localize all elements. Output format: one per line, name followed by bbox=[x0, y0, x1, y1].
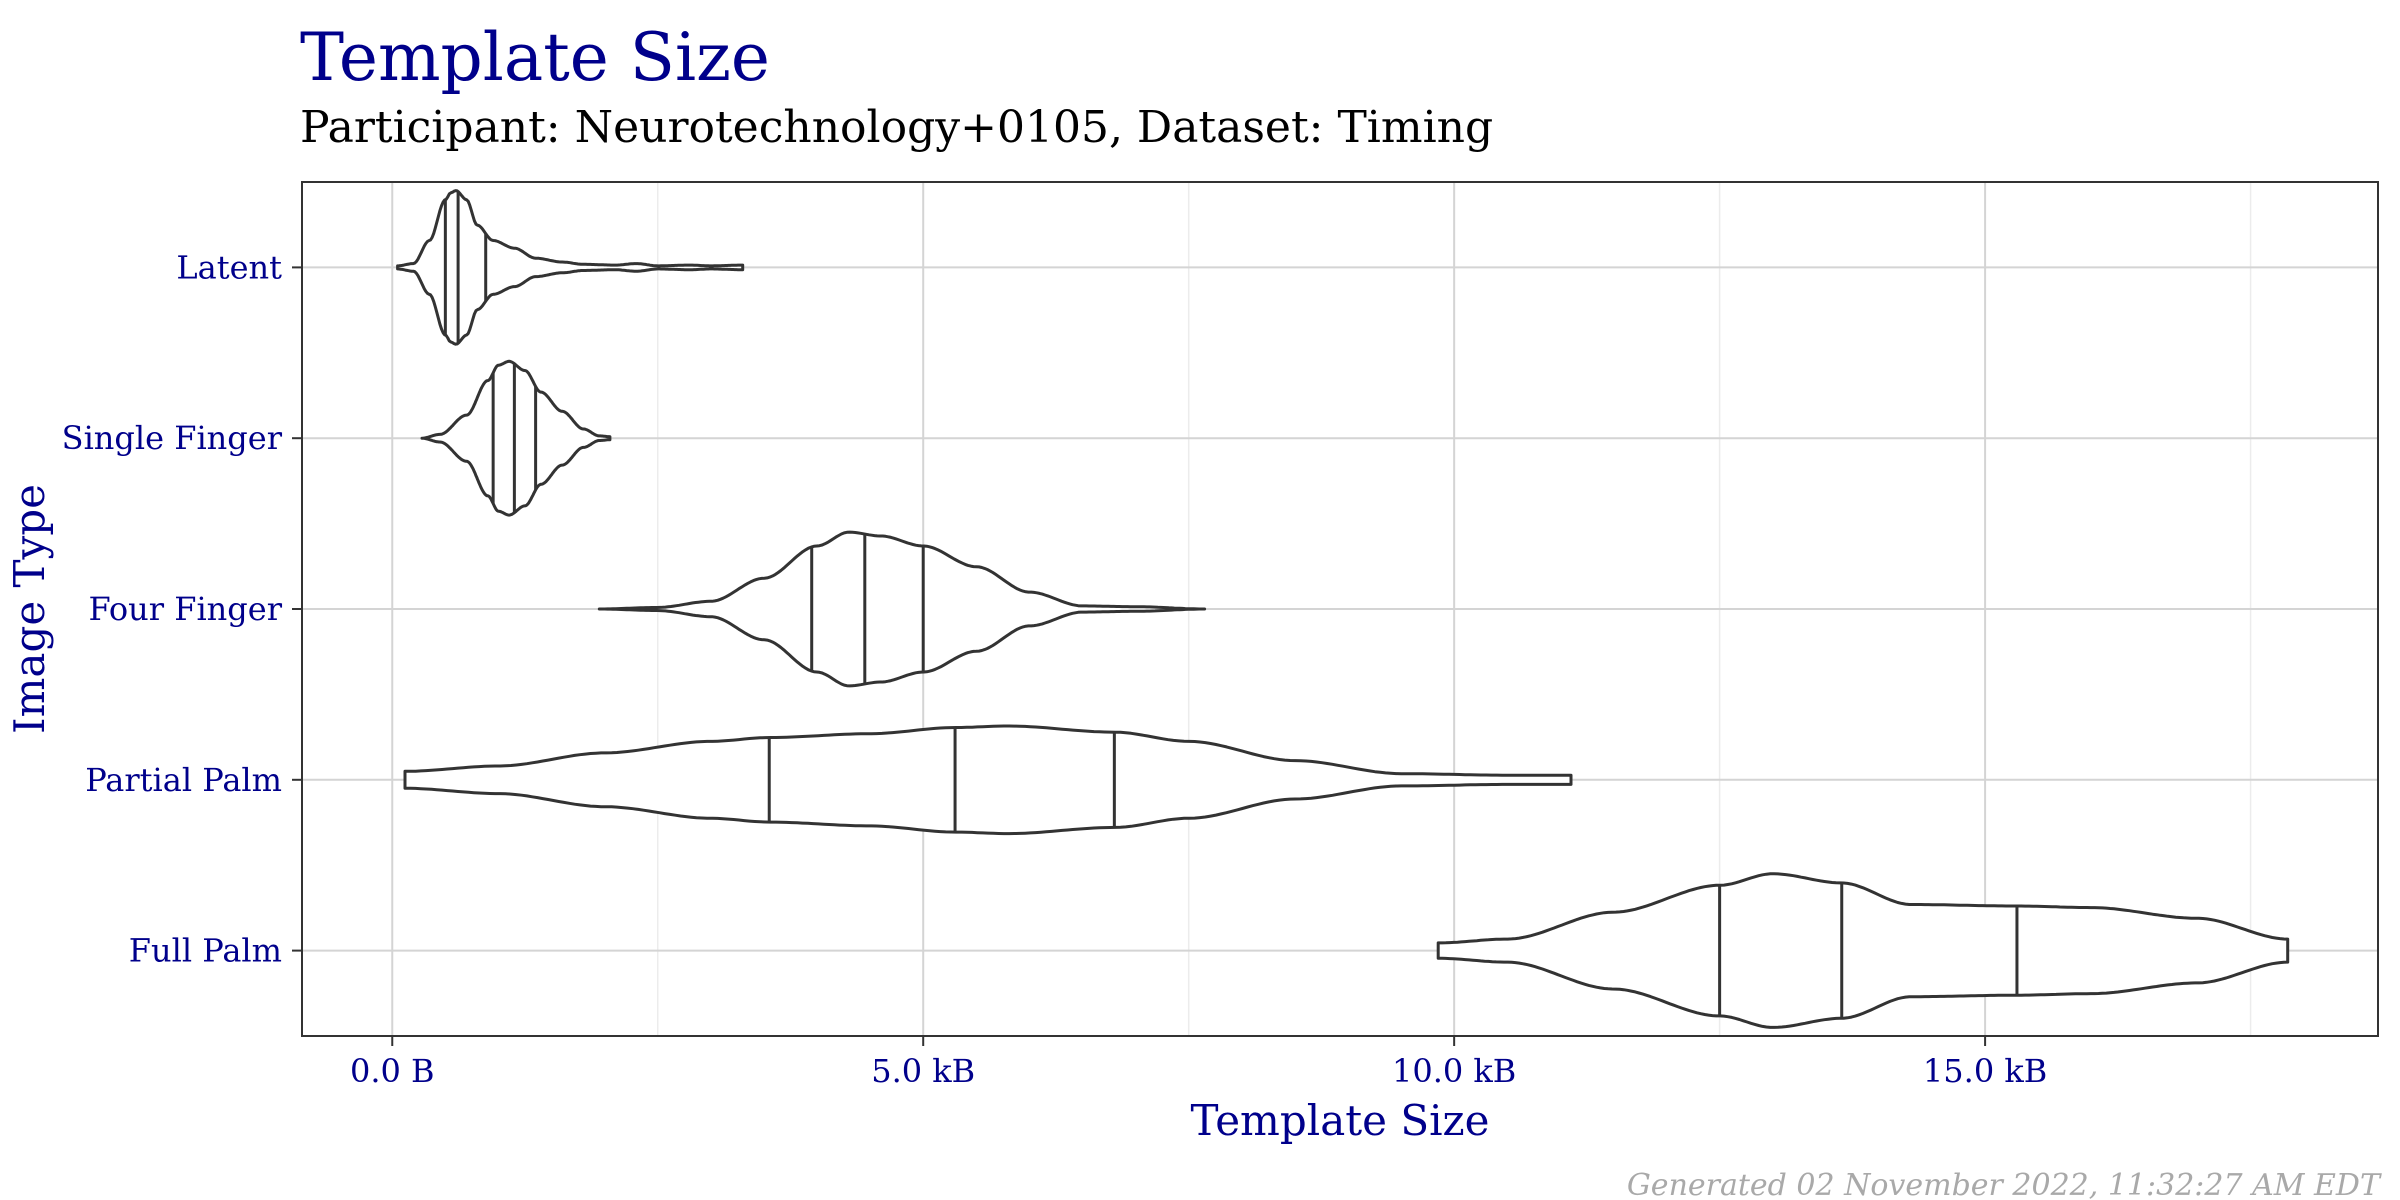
chart-subtitle: Participant: Neurotechnology+0105, Datas… bbox=[300, 102, 1493, 153]
violin-latent bbox=[396, 189, 745, 346]
x-tick-label: 5.0 kB bbox=[871, 1052, 975, 1090]
chart-title: Template Size bbox=[300, 19, 770, 96]
x-tick-label: 15.0 kB bbox=[1923, 1052, 2047, 1090]
y-tick-label: Partial Palm bbox=[85, 761, 282, 799]
violin-four-finger bbox=[597, 530, 1207, 688]
violin-partial-palm bbox=[403, 724, 1573, 836]
violins bbox=[396, 189, 2290, 1029]
x-tick-label: 10.0 kB bbox=[1392, 1052, 1516, 1090]
plot-panel bbox=[301, 181, 2379, 1037]
x-tick-label: 0.0 B bbox=[350, 1052, 435, 1090]
y-tick-label: Latent bbox=[176, 248, 282, 286]
y-tick-label: Single Finger bbox=[62, 419, 283, 457]
x-axis-title: Template Size bbox=[1190, 1096, 1489, 1145]
y-axis-title: Image Type bbox=[5, 484, 54, 734]
y-axis: Latent Single Finger Four Finger Partial Pa… bbox=[62, 248, 302, 970]
chart-caption: Generated 02 November 2022, 11:32:27 AM … bbox=[1627, 1168, 2382, 1200]
x-axis: 0.0 B 5.0 kB 10.0 kB 15.0 kB bbox=[350, 1036, 2047, 1090]
y-tick-label: Full Palm bbox=[129, 932, 282, 970]
y-tick-label: Four Finger bbox=[88, 590, 282, 628]
violin-single-finger bbox=[420, 359, 612, 517]
